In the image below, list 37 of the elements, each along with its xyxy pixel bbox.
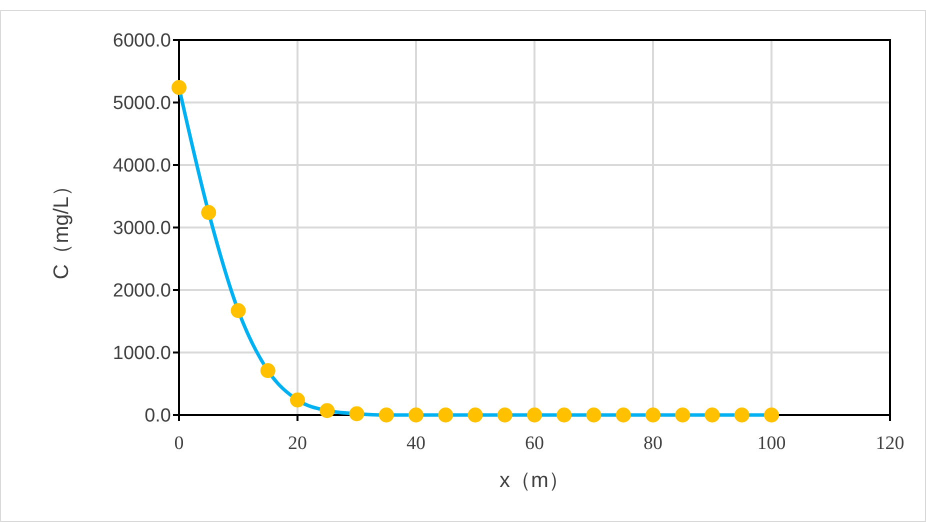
x-tick-label: 120 bbox=[876, 433, 904, 454]
x-tick-label: 40 bbox=[406, 433, 426, 454]
point bbox=[349, 406, 364, 422]
point bbox=[497, 408, 512, 422]
point bbox=[378, 408, 394, 422]
point bbox=[704, 408, 720, 422]
y-tick-label: 6000.0 bbox=[112, 30, 171, 52]
point bbox=[527, 408, 542, 422]
x-axis-title: x（m） bbox=[500, 469, 570, 492]
y-tick-label: 2000.0 bbox=[112, 280, 171, 302]
point bbox=[556, 408, 572, 422]
point bbox=[320, 403, 335, 418]
y-axis-title: C（mg/L） bbox=[50, 176, 73, 280]
point bbox=[172, 80, 186, 95]
x-tick-label: 80 bbox=[644, 433, 662, 454]
x-tick-label: 100 bbox=[757, 433, 786, 454]
y-tick-label: 4000.0 bbox=[112, 156, 171, 177]
point bbox=[675, 408, 690, 422]
x-tick-label: 20 bbox=[288, 433, 307, 454]
x-tick-label: 60 bbox=[525, 433, 544, 454]
y-tick-label: 5000.0 bbox=[112, 93, 171, 114]
point bbox=[734, 408, 750, 422]
point bbox=[586, 408, 602, 422]
point bbox=[230, 303, 246, 318]
y-tick-label: 1000.0 bbox=[112, 343, 171, 364]
point bbox=[468, 408, 483, 422]
x-tick-label: 0 bbox=[174, 433, 184, 454]
point bbox=[260, 363, 276, 378]
point bbox=[438, 408, 454, 422]
point bbox=[408, 408, 424, 422]
point bbox=[616, 408, 631, 422]
y-tick-label: 0.0 bbox=[144, 406, 171, 427]
point bbox=[646, 408, 660, 422]
point bbox=[764, 408, 779, 422]
y-tick-label: 3000.0 bbox=[112, 218, 171, 240]
point bbox=[201, 205, 216, 220]
point bbox=[290, 392, 305, 408]
